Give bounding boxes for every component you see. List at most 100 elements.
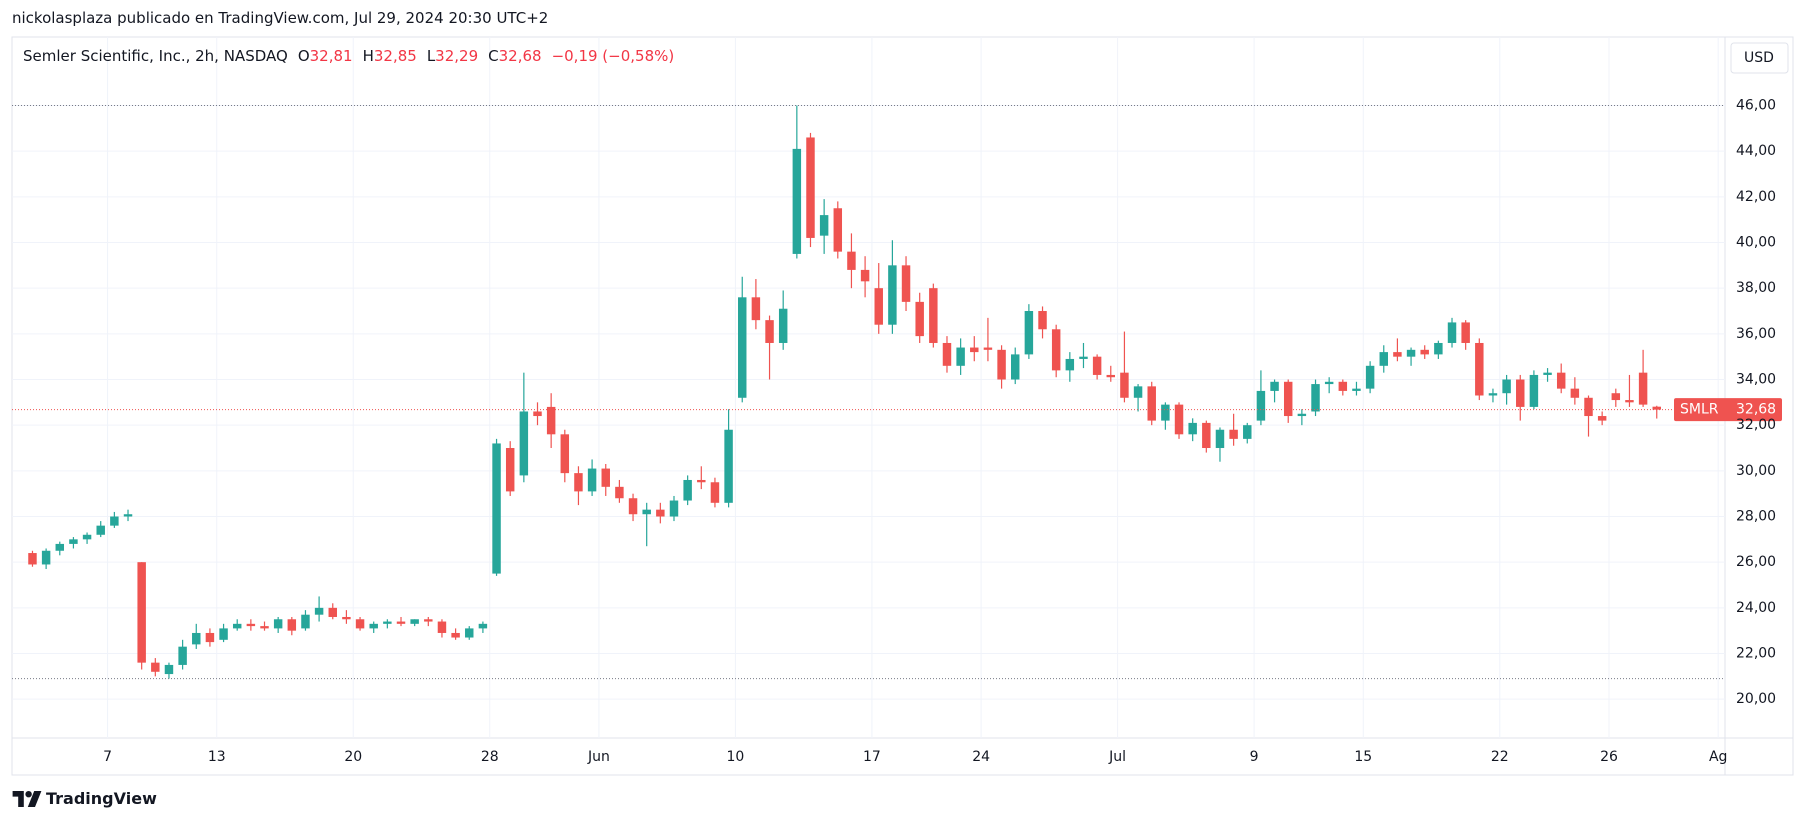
candle-body	[1584, 397, 1593, 417]
footer-text: TradingView	[46, 789, 157, 808]
y-tick-label: 38,00	[1736, 280, 1776, 296]
candle-body	[1051, 329, 1061, 371]
candle-body	[355, 619, 365, 629]
candle-body	[1120, 372, 1129, 398]
candle-body	[806, 137, 815, 238]
x-tick-label: 15	[1354, 749, 1372, 765]
candle-body	[1283, 381, 1293, 417]
candle-body	[314, 607, 324, 615]
legend-change: −0,19 (−0,58%)	[551, 47, 675, 65]
logo-icon	[12, 790, 42, 807]
candle-body	[997, 349, 1006, 380]
x-tick-label: 20	[344, 749, 362, 765]
candle-body	[915, 301, 924, 337]
candle-body	[369, 623, 378, 629]
candle-body	[1461, 322, 1470, 343]
legend-value: 32,29	[435, 47, 479, 65]
candle-body	[1106, 374, 1116, 378]
y-tick-label: 40,00	[1736, 235, 1776, 251]
candle-body	[642, 509, 651, 515]
y-tick-label: 42,00	[1736, 189, 1776, 205]
legend-item: L32,29	[427, 47, 478, 65]
candle-body	[1147, 386, 1156, 421]
candle-body	[1556, 372, 1566, 389]
candle-body	[546, 406, 556, 435]
candle-body	[437, 621, 447, 633]
y-tick-label: 22,00	[1736, 646, 1776, 662]
legend-value: 32,81	[309, 47, 353, 65]
candle-body	[574, 473, 583, 492]
x-tick-label: 9	[1250, 749, 1259, 765]
currency[interactable]: USD	[1744, 50, 1774, 66]
candle-body	[1010, 354, 1020, 380]
candle-body	[1161, 404, 1170, 421]
candle-body	[1420, 349, 1429, 355]
candle-body	[533, 411, 542, 417]
candle-body	[942, 342, 952, 366]
candle-body	[1065, 358, 1075, 371]
candle-body	[465, 628, 474, 638]
candle-body	[792, 148, 802, 254]
candle-body	[1447, 322, 1457, 343]
candle-body	[738, 297, 747, 398]
candle-body	[860, 269, 870, 282]
candle-body	[1174, 404, 1184, 435]
y-tick-label: 32,00	[1736, 417, 1776, 433]
y-tick-label: 46,00	[1736, 98, 1776, 114]
candle-body	[929, 288, 938, 343]
candle-body	[901, 265, 911, 302]
candle-body	[137, 562, 146, 663]
y-tick-label: 24,00	[1736, 600, 1776, 616]
candle-body	[1215, 429, 1225, 449]
x-tick-label: 28	[481, 749, 499, 765]
candle-body	[847, 251, 856, 270]
candle-body	[342, 616, 351, 620]
candle-body	[219, 628, 228, 640]
legend-key: O	[297, 47, 310, 65]
candle-body	[1024, 311, 1034, 355]
symbol-title[interactable]: Semler Scientific, Inc., 2h, NASDAQ	[23, 47, 288, 65]
candle-body	[819, 215, 829, 236]
candle-body	[1597, 416, 1607, 421]
x-tick-label: 17	[863, 749, 881, 765]
candle-body	[246, 623, 256, 627]
candle-body	[983, 347, 993, 350]
candle-body	[192, 632, 201, 645]
x-tick-label: 7	[103, 749, 112, 765]
candle-body	[1256, 390, 1266, 421]
candle-body	[1406, 349, 1416, 357]
candle-body	[151, 662, 160, 672]
price-tag-bg	[1674, 398, 1782, 422]
candle-body	[519, 411, 529, 476]
candle-body	[424, 619, 433, 622]
candle-body	[560, 434, 570, 474]
candle-body	[656, 509, 665, 517]
y-tick-label: 44,00	[1736, 143, 1776, 159]
currency-button[interactable]	[1730, 42, 1789, 74]
candle-body	[1133, 386, 1143, 398]
legend-item: H32,85	[363, 47, 417, 65]
candle-body	[396, 621, 406, 624]
candle-body	[724, 429, 733, 503]
y-tick-label: 26,00	[1736, 554, 1776, 570]
x-tick-label: 10	[727, 749, 745, 765]
candle-body	[751, 297, 761, 321]
candle-body	[1202, 422, 1211, 449]
candle-body	[178, 646, 187, 665]
candle-body	[683, 479, 692, 501]
legend-value: 32,85	[373, 47, 417, 65]
grid	[12, 37, 1725, 738]
candle-body	[164, 664, 174, 675]
x-tick-label: Jun	[587, 749, 610, 765]
candle-body	[110, 516, 119, 526]
candle-body	[765, 320, 774, 343]
candle-body	[1379, 352, 1388, 366]
footer-logo[interactable]: TradingView	[12, 789, 157, 808]
candle-body	[383, 621, 392, 624]
candle-body	[410, 619, 419, 624]
candle-body	[1229, 429, 1238, 439]
legend-key: C	[488, 47, 499, 65]
candle-body	[1352, 388, 1361, 391]
candle-body	[260, 626, 269, 629]
